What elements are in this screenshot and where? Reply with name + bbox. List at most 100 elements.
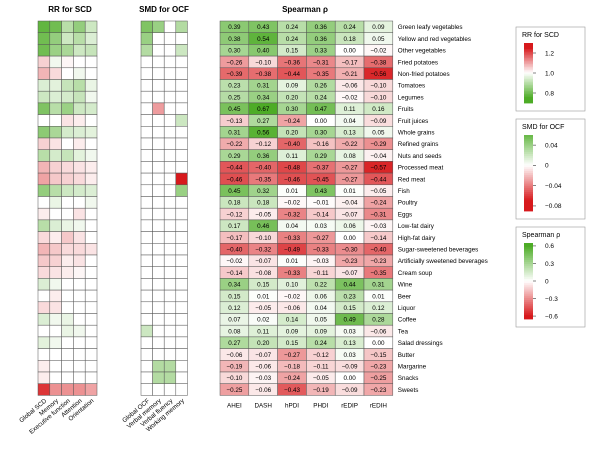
heatmap-cell [73, 383, 86, 396]
cell-value-label: −0.40 [226, 246, 242, 253]
heatmap-cell [73, 184, 86, 197]
food-label: Other vegetables [398, 48, 446, 55]
heatmap-cell [73, 243, 86, 256]
heatmap-cell [61, 207, 74, 221]
legend-gradient-step [524, 300, 533, 303]
legend-gradient-step [524, 61, 533, 63]
heatmap-cell [175, 114, 188, 127]
heatmap-cell [49, 383, 62, 396]
heatmap-cell [175, 32, 188, 45]
cell-value-label: 0.18 [257, 200, 270, 207]
cell-value-label: −0.14 [370, 235, 386, 242]
heatmap-cell [84, 79, 98, 92]
heatmap-cell [84, 90, 98, 104]
legend-title: Spearman ρ [522, 232, 560, 239]
heatmap-cell [175, 149, 188, 162]
food-label: Sugar-sweetened beverages [398, 246, 479, 253]
heatmap-cell [49, 126, 62, 139]
legend-gradient-step [524, 64, 533, 66]
cell-value-label: −0.23 [370, 363, 386, 370]
heatmap-cell [152, 90, 165, 104]
cell-value-label: −0.10 [255, 235, 271, 242]
legend-gradient-step [524, 56, 533, 59]
heatmap-cell [49, 55, 62, 69]
heatmap-cell [163, 207, 177, 221]
food-label: Cream soup [398, 270, 433, 277]
heatmap-cell [152, 102, 165, 115]
heatmap-cell [152, 219, 165, 232]
heatmap-cell [163, 161, 177, 174]
heatmap-cell [37, 126, 51, 139]
cell-value-label: 0.09 [372, 24, 385, 31]
legend-gradient-step [524, 46, 533, 48]
heatmap-cell [140, 371, 153, 384]
cell-value-label: 0.04 [343, 118, 356, 125]
legend-gradient-step [524, 279, 533, 282]
cell-value-label: 0.25 [228, 94, 241, 101]
food-label: Fish [398, 188, 410, 195]
cell-value-label: −0.18 [284, 363, 300, 370]
cell-value-label: −0.11 [313, 363, 329, 370]
legend-gradient-step [524, 258, 533, 261]
heatmap-cell [163, 336, 177, 349]
cell-value-label: 0.01 [372, 293, 385, 300]
legend-gradient-step [524, 313, 533, 316]
heatmap-cell [152, 184, 165, 197]
legend-title: SMD for OCF [522, 124, 564, 131]
heatmap-cell [37, 137, 51, 150]
cell-value-label: 0.09 [315, 328, 328, 335]
legend-gradient-step [524, 163, 533, 166]
legend-gradient-step [524, 275, 533, 278]
cell-value-label: −0.05 [255, 305, 271, 312]
heatmap-cell [73, 126, 86, 139]
heatmap-cell [84, 348, 98, 361]
legend-title: RR for SCD [522, 32, 559, 39]
legend-gradient-step [524, 154, 533, 157]
cell-value-label: −0.32 [255, 246, 271, 253]
heatmap-cell [152, 371, 165, 384]
cell-value-label: −0.57 [370, 165, 386, 172]
heatmap-cell [37, 243, 51, 256]
heatmap-cell [163, 114, 177, 127]
legend-gradient-step [524, 267, 533, 270]
heatmap-cell [49, 102, 62, 115]
heatmap-cell [37, 79, 51, 92]
cell-value-label: 0.30 [286, 106, 299, 113]
cell-value-label: 0.20 [286, 94, 299, 101]
legend-gradient-step [524, 188, 533, 191]
legend-gradient-step [524, 301, 533, 305]
cell-value-label: −0.07 [342, 270, 358, 277]
heatmap-cell [61, 126, 74, 139]
legend-gradient-step [524, 70, 533, 72]
heatmap-cell [49, 371, 62, 384]
food-label: Liquor [398, 305, 416, 312]
heatmap-cell [49, 313, 62, 326]
heatmap-cell [84, 336, 98, 349]
heatmap-cell [84, 243, 98, 256]
legend-gradient-step [524, 282, 533, 286]
heatmap-cell [152, 324, 165, 338]
cell-value-label: −0.22 [226, 141, 242, 148]
heatmap-cell [73, 348, 86, 361]
heatmap-cell [140, 348, 153, 361]
heatmap-cell [73, 360, 86, 373]
heatmap-cell [163, 137, 177, 150]
heatmap-cell [84, 32, 98, 45]
heatmap-cell [163, 102, 177, 115]
heatmap-cell [84, 278, 98, 291]
cell-value-label: 0.27 [228, 340, 241, 347]
heatmap-cell [175, 137, 188, 150]
heatmap-cell [61, 324, 74, 338]
cell-value-label: 0.17 [228, 223, 241, 230]
heatmap-cell [37, 254, 51, 267]
legend-gradient-step [524, 74, 533, 77]
heatmap-cell [37, 161, 51, 174]
cell-value-label: 0.12 [372, 305, 385, 312]
legend-gradient-step [524, 152, 533, 155]
legend-gradient-step [524, 165, 533, 168]
cell-value-label: −0.10 [255, 59, 271, 66]
cell-value-label: −0.02 [370, 48, 386, 55]
heatmap-cell [49, 196, 62, 209]
legend-gradient-step [524, 288, 533, 291]
heatmap-cell [73, 79, 86, 92]
